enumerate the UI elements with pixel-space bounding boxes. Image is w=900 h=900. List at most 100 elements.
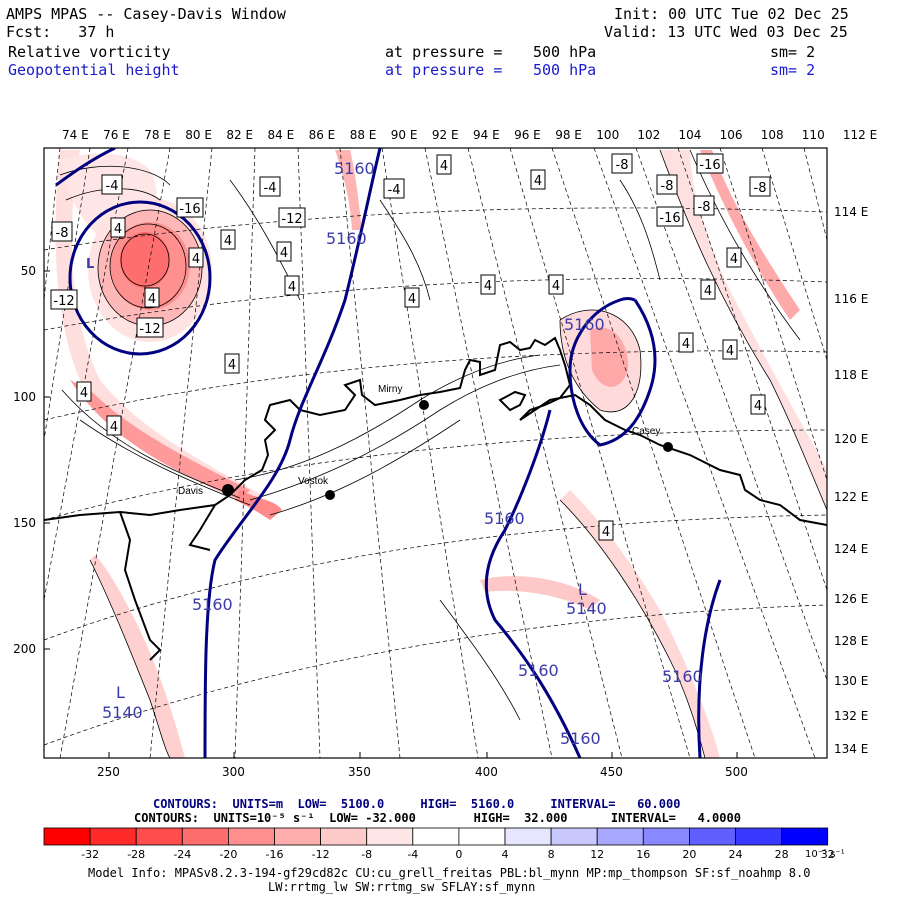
svg-text:-4: -4 [388,183,401,198]
contour-prefix: CONTOURS: [134,811,200,825]
svg-text:-8: -8 [754,181,767,196]
colorbar-swatch [596,827,644,846]
top-longitude-label: 94 E [473,128,500,142]
svg-text:4: 4 [484,279,492,294]
top-longitude-label: 86 E [309,128,336,142]
vorticity-label: 4 [598,520,614,541]
colorbar-label: 12 [590,848,604,861]
vorticity-label: 4 [530,169,546,190]
low-marker: L [578,580,587,599]
colorbar-swatch [43,827,91,846]
colorbar-label: 20 [682,848,696,861]
svg-text:4: 4 [114,222,122,237]
colorbar-label: 28 [775,848,789,861]
vorticity-label: 4 [678,332,694,353]
vorticity-label: -4 [101,174,123,195]
height-label: 5160 [484,509,525,528]
svg-text:4: 4 [280,246,288,261]
station-dot-casey [663,442,673,452]
svg-text:-12: -12 [139,322,160,337]
vorticity-label: 4 [548,274,564,295]
station-label-mirny: Mirny [378,384,402,395]
low-marker: L [116,683,125,702]
forecast-hour: Fcst: 37 h [6,23,115,41]
colorbar-swatch [366,827,414,846]
x-tick-label: 450 [600,765,623,779]
top-longitude-label: 78 E [144,128,171,142]
vorticity-label: 4 [110,217,126,238]
right-longitude-label: 128 E [834,634,868,648]
svg-text:-4: -4 [106,179,119,194]
station-label-davis: Davis [178,486,203,497]
svg-text:4: 4 [602,525,610,540]
top-longitude-label: 102 [637,128,660,142]
svg-text:-16: -16 [659,211,680,226]
vorticity-label: -8 [611,153,633,174]
vorticity-label: 4 [220,229,236,250]
station-label-casey: Casey [632,426,660,437]
colorbar-swatch [135,827,183,846]
contour-interval: INTERVAL= 60.000 [550,797,681,811]
field2-name: Geopotential height [8,61,180,79]
top-longitude-label: 98 E [555,128,582,142]
vorticity-label: 4 [480,274,496,295]
colorbar-label: 0 [455,848,462,861]
svg-text:4: 4 [408,292,416,307]
svg-text:-8: -8 [56,226,69,241]
colorbar-label: 4 [502,848,509,861]
map-panel: Davis Mirny Casey Vostok 5160 5160 5160 … [44,148,827,758]
colorbar-label: -16 [266,848,284,861]
svg-text:-8: -8 [698,200,711,215]
right-longitude-label: 114 E [834,205,868,219]
colorbar [43,827,829,846]
height-label: 5140 [566,599,607,618]
x-tick-label: 400 [475,765,498,779]
top-longitude-labels: 74 E 76 E 78 E 80 E 82 E 84 E 86 E 88 E 90 E 92 E… [62,128,877,142]
svg-text:4: 4 [110,420,118,435]
top-longitude-label: 82 E [226,128,253,142]
svg-text:-8: -8 [616,158,629,173]
field2-pressure-value: 500 hPa [533,61,597,79]
top-longitude-label: 104 [679,128,702,142]
y-tick-label: 50 [21,264,36,278]
svg-text:-4: -4 [264,181,277,196]
y-tick-label: 100 [13,390,36,404]
vorticity-labels: -4 -4 -4 -8 -8 -8 -8 -8 -12 -12 -12 -16 -16 -16 4 4 4 4 4 4… [50,153,771,541]
colorbar-labels: -32 -28 -24 -20 -16 -12 -8 -4 0 4 8 12 16 20 24 28 32 [81,848,835,861]
colorbar-units: 10⁻⁵ s⁻¹ [805,849,845,860]
vorticity-label: -8 [51,221,73,242]
top-longitude-label: 76 E [103,128,130,142]
top-longitude-label: 80 E [185,128,212,142]
stations: Davis Mirny Casey Vostok [178,384,673,500]
svg-text:4: 4 [228,358,236,373]
right-longitude-label: 126 E [834,592,868,606]
height-label: 5160 [560,729,601,748]
colorbar-label: -4 [407,848,418,861]
svg-text:4: 4 [552,279,560,294]
colorbar-swatch [412,827,460,846]
colorbar-swatch [274,827,321,846]
field1-smoothing: sm= 2 [770,43,816,61]
height-label: 5160 [662,667,703,686]
vorticity-label: -4 [383,178,405,199]
x-tick-label: 300 [222,765,245,779]
top-longitude-label: 112 E [843,128,877,142]
colorbar-swatch [735,827,782,846]
vorticity-label: -16 [696,153,724,174]
vorticity-label: 4 [188,247,204,268]
colorbar-label: 24 [729,848,743,861]
map-border [43,147,828,759]
right-longitude-label: 134 E [834,742,868,756]
top-longitude-label: 88 E [350,128,377,142]
top-longitude-label: 110 [802,128,825,142]
top-longitude-label: 108 [761,128,784,142]
colorbar-label: 32 [821,848,835,861]
vorticity-label: 4 [404,287,420,308]
contour-high: HIGH= 32.000 [473,811,568,825]
colorbar-swatch [89,827,137,846]
field2-pressure-label: at pressure = [385,61,503,79]
top-longitude-label: 90 E [391,128,418,142]
colorbar-label: -24 [173,848,191,861]
vorticity-label: 4 [700,279,716,300]
